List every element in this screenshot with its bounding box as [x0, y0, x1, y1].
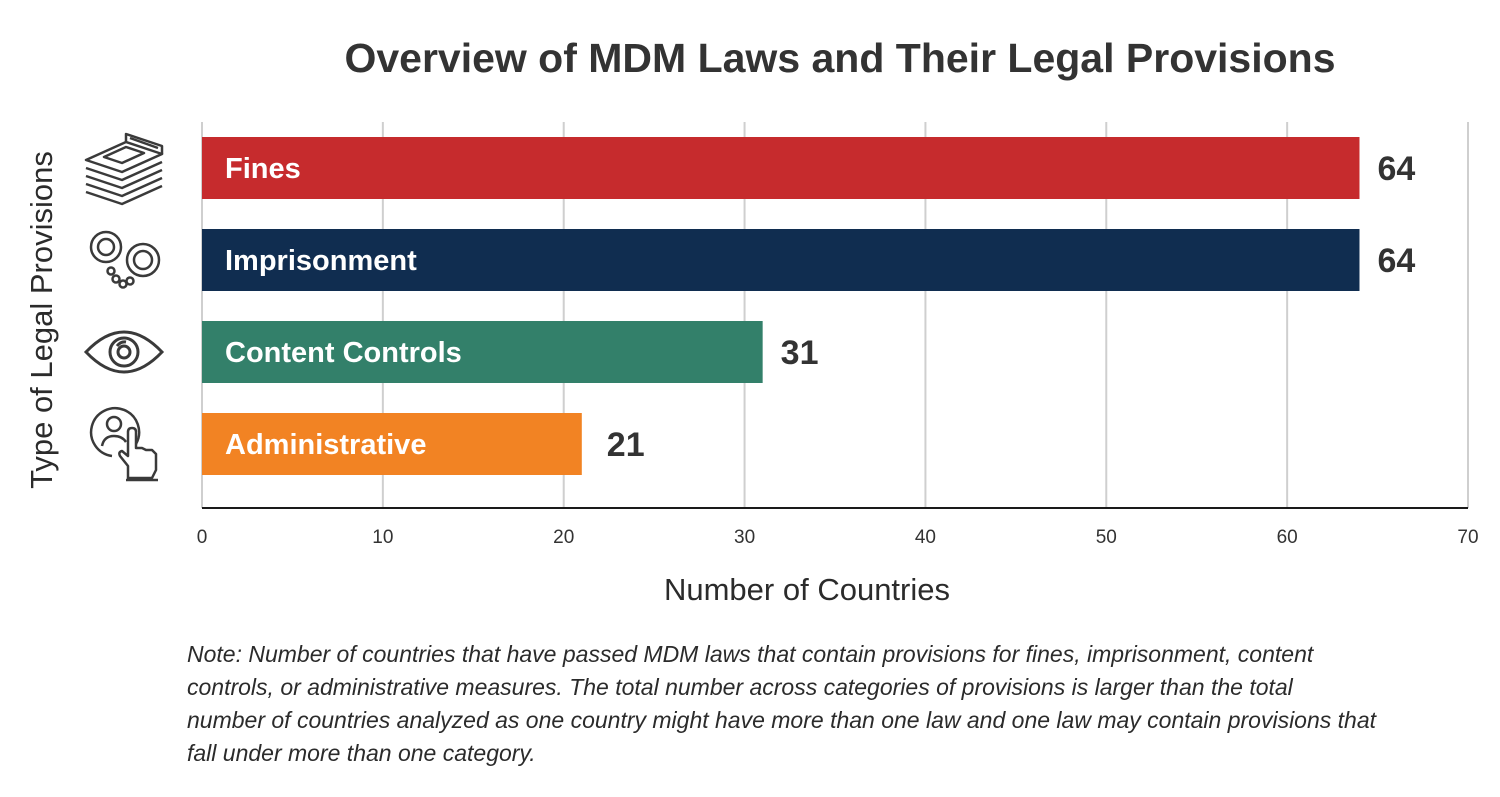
x-tick-label: 0	[197, 527, 208, 548]
x-tick-label: 40	[915, 527, 936, 548]
eye-icon	[83, 330, 165, 374]
bar-value-label: 31	[781, 334, 819, 372]
user-touch-icon	[89, 406, 158, 482]
x-axis-ticks: 0 10 20 30 40 50 60 70	[197, 527, 1479, 548]
x-tick-label: 20	[553, 527, 574, 548]
bar-fines	[202, 137, 1360, 199]
bar-category-label: Administrative	[225, 429, 426, 461]
x-tick-label: 70	[1457, 527, 1478, 548]
chart-note: Note: Number of countries that have pass…	[187, 641, 1377, 766]
x-tick-label: 60	[1277, 527, 1298, 548]
bar-administrative	[202, 413, 582, 475]
bar-category-label: Imprisonment	[225, 245, 417, 277]
money-stack-icon	[84, 132, 164, 206]
bar-value-label: 64	[1377, 150, 1415, 188]
x-tick-label: 10	[372, 527, 393, 548]
bar-value-label: 64	[1377, 242, 1415, 280]
bar-category-label: Content Controls	[225, 337, 462, 369]
bars: Fines 64 Imprisonment 64 Content Controls 31 A…	[202, 137, 1415, 475]
x-tick-label: 50	[1096, 527, 1117, 548]
bar-category-label: Fines	[225, 153, 301, 185]
x-tick-label: 30	[734, 527, 755, 548]
bar-chart: Overview of MDM Laws and Their Legal Pro…	[24, 35, 1479, 607]
bar-value-label: 21	[607, 426, 645, 464]
chart-title: Overview of MDM Laws and Their Legal Pro…	[344, 35, 1335, 81]
bar-content-controls	[202, 321, 763, 383]
bar-imprisonment	[202, 229, 1360, 291]
x-axis-label: Number of Countries	[664, 572, 950, 607]
handcuffs-icon	[89, 230, 161, 289]
y-axis-label: Type of Legal Provisions	[24, 151, 59, 489]
